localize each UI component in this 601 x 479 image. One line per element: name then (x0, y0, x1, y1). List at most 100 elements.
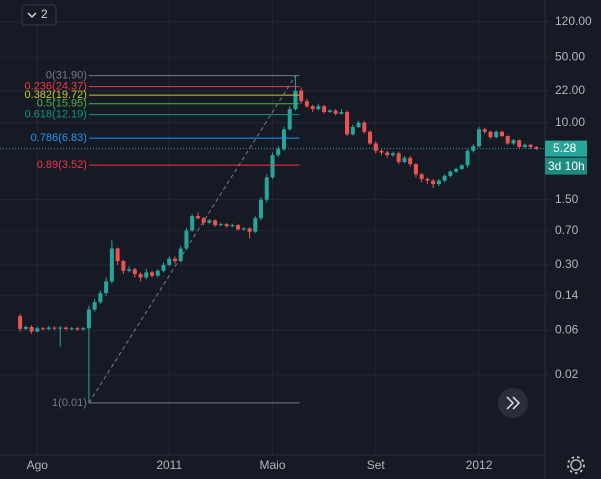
countdown-label: 3d 10h (548, 159, 585, 173)
candle-body (92, 302, 97, 310)
last-price-label: 5.28 (553, 141, 577, 155)
candle-body (155, 270, 160, 276)
candle-body (86, 309, 91, 329)
candle-body (230, 225, 235, 227)
y-tick-label: 50.00 (555, 50, 585, 64)
candle-body (178, 248, 183, 262)
scroll-icon (506, 396, 521, 410)
candle-body (224, 224, 229, 227)
fib-trend-line (88, 75, 296, 404)
candle-body (408, 157, 413, 165)
candle-body (18, 316, 23, 329)
candle-body (207, 220, 212, 223)
candle-body (425, 178, 430, 181)
candle-body (236, 225, 241, 230)
candle-body (213, 220, 218, 226)
candle-body (132, 269, 137, 275)
fib-label: 0.5(15.95) (37, 98, 87, 110)
candle-body (184, 230, 189, 249)
candle-body (339, 112, 344, 114)
candle-body (104, 281, 109, 294)
candle-body (69, 328, 74, 330)
candle-body (413, 164, 418, 175)
candle-body (368, 131, 373, 144)
countdown-box (545, 157, 587, 175)
x-tick-label: 2012 (466, 458, 493, 472)
candle-body (322, 106, 327, 113)
candle-body (454, 168, 459, 172)
y-tick-label: 22.00 (555, 83, 585, 97)
candle-body (241, 228, 246, 230)
scroll-to-realtime[interactable] (498, 388, 528, 418)
legend-button[interactable] (21, 4, 57, 26)
candle-body (431, 180, 436, 185)
candle-body (482, 129, 487, 132)
candle-body (356, 122, 361, 127)
candle-body (327, 110, 332, 113)
x-tick-label: Ago (27, 458, 49, 472)
y-tick-label: 0.70 (555, 223, 579, 237)
legend-count: 2 (41, 7, 48, 21)
candle-body (534, 146, 539, 149)
candle-body (528, 144, 533, 147)
candle-body (345, 112, 350, 135)
candle-body (477, 129, 482, 147)
candle-body (115, 248, 120, 262)
candle-body (167, 258, 172, 265)
candle-body (402, 157, 407, 162)
fib-label: 0.618(12.19) (25, 109, 87, 121)
candle-body (58, 327, 63, 329)
y-tick-label: 0.14 (555, 288, 579, 302)
candle-body (75, 328, 80, 330)
fib-label: 0.89(3.52) (37, 159, 87, 171)
last-price-box (545, 140, 587, 157)
candle-body (373, 143, 378, 151)
y-tick-label: 120.00 (555, 14, 592, 28)
candle-body (247, 228, 252, 232)
candle-body (109, 248, 114, 282)
candle-body (287, 109, 292, 130)
candle-body (316, 106, 321, 110)
candle-body (63, 327, 68, 329)
candle-body (505, 136, 510, 144)
fib-label: 1(0.01) (52, 397, 87, 409)
x-tick-label: Set (367, 458, 386, 472)
x-tick-label: 2011 (156, 458, 182, 472)
gear-icon[interactable] (570, 459, 582, 471)
candle-body (362, 122, 367, 132)
plot (0, 75, 545, 404)
candle-body (293, 90, 298, 110)
fib-label: 0.236(24.37) (25, 80, 87, 92)
candle-body (511, 140, 516, 144)
settings[interactable] (567, 456, 585, 474)
candle-body (195, 216, 200, 219)
candle-body (218, 224, 223, 226)
x-tick-label: Maio (259, 458, 285, 472)
y-tick-label: 0.02 (555, 367, 579, 381)
candle-body (81, 328, 86, 330)
y-tick-label: 10.00 (555, 115, 585, 129)
candle-body (459, 165, 464, 169)
candle-body (488, 131, 493, 138)
chevron-icon (27, 12, 37, 19)
candle-body (396, 153, 401, 162)
candle-body (442, 175, 447, 181)
candle-body (494, 131, 499, 138)
candle-body (41, 328, 46, 330)
legend-toggle[interactable]: 2 (21, 4, 57, 26)
candle-body (98, 293, 103, 303)
fib-label: 0.786(6.83) (31, 132, 87, 144)
candle-body (190, 216, 195, 231)
candle-body (310, 106, 315, 110)
candle-body (161, 264, 166, 271)
candle-body (121, 261, 126, 271)
grid (0, 0, 545, 455)
candle-body (150, 272, 155, 276)
candle-body (499, 131, 504, 137)
candle-body (259, 199, 264, 219)
fib-label: 0.382(19.72) (25, 89, 87, 101)
candle-body (23, 326, 28, 329)
candle-body (138, 274, 143, 278)
candle-body (46, 327, 51, 329)
